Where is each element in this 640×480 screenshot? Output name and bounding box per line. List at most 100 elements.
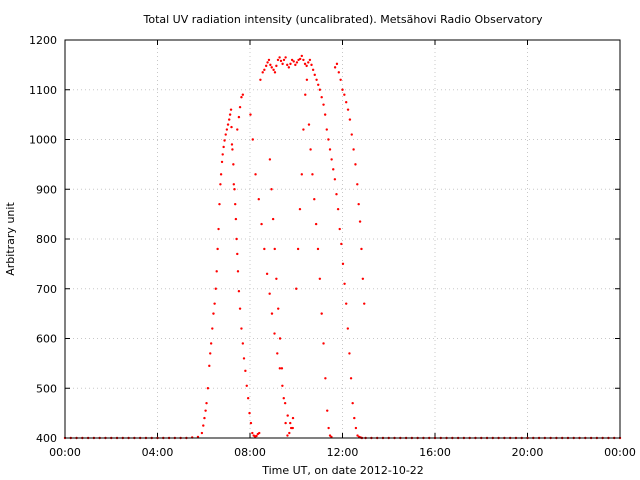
data-point xyxy=(276,352,279,355)
data-point xyxy=(263,247,266,251)
data-point xyxy=(284,56,287,59)
data-point xyxy=(318,277,322,280)
data-point xyxy=(258,431,261,435)
y-tick-label: 500 xyxy=(36,382,57,395)
data-point xyxy=(311,173,314,176)
data-point xyxy=(280,367,284,370)
data-point xyxy=(361,277,365,280)
data-point xyxy=(303,62,307,66)
y-axis-label: Arbitrary unit xyxy=(4,202,17,276)
data-point xyxy=(251,138,254,141)
x-tick-label: 00:00 xyxy=(49,446,81,459)
data-point xyxy=(318,88,322,91)
data-point xyxy=(278,337,282,340)
x-tick-label: 12:00 xyxy=(327,446,359,459)
data-point xyxy=(326,409,329,412)
data-point xyxy=(264,64,268,68)
data-point xyxy=(205,401,208,405)
data-point xyxy=(307,123,311,126)
data-point xyxy=(227,118,231,121)
data-point xyxy=(298,207,302,211)
data-point xyxy=(212,312,215,315)
data-point xyxy=(236,128,239,131)
data-point xyxy=(265,272,269,276)
data-point xyxy=(333,66,337,69)
data-point xyxy=(218,202,221,206)
y-tick-label: 1200 xyxy=(29,34,57,47)
data-point xyxy=(289,421,292,425)
y-tick-label: 400 xyxy=(36,432,57,445)
data-point xyxy=(220,160,224,164)
data-point xyxy=(343,93,346,96)
data-point xyxy=(289,426,293,430)
data-point xyxy=(348,118,352,121)
data-point xyxy=(322,342,325,345)
data-point xyxy=(340,242,343,246)
data-point xyxy=(240,327,243,330)
data-point xyxy=(273,247,276,251)
data-point xyxy=(208,364,211,368)
data-point xyxy=(223,139,226,142)
data-point xyxy=(283,401,287,405)
data-point xyxy=(232,163,235,166)
data-point xyxy=(237,115,241,119)
y-tick-label: 700 xyxy=(36,283,57,296)
data-point xyxy=(353,416,356,420)
data-point xyxy=(338,227,341,231)
data-point xyxy=(352,148,355,151)
data-point xyxy=(286,434,289,437)
data-point xyxy=(308,58,312,62)
data-point xyxy=(335,62,339,66)
data-point xyxy=(221,153,224,156)
data-point xyxy=(216,247,219,251)
y-tick-label: 600 xyxy=(36,333,57,346)
data-point xyxy=(200,431,204,435)
data-point xyxy=(346,327,350,330)
x-tick-label: 20:00 xyxy=(512,446,544,459)
data-point xyxy=(314,222,318,226)
data-point xyxy=(204,409,207,412)
data-point xyxy=(270,188,273,191)
data-point xyxy=(233,188,236,191)
data-point xyxy=(255,434,258,438)
data-point xyxy=(249,113,252,116)
data-point xyxy=(351,401,354,405)
data-point xyxy=(230,125,233,129)
data-point xyxy=(286,63,289,67)
data-point xyxy=(295,287,298,290)
data-point xyxy=(339,78,342,82)
data-point xyxy=(275,277,278,280)
data-point xyxy=(305,64,308,68)
data-point xyxy=(282,58,286,62)
data-point xyxy=(341,88,344,91)
data-point xyxy=(295,61,299,64)
data-point xyxy=(292,60,295,63)
x-tick-label: 16:00 xyxy=(419,446,451,459)
data-point xyxy=(263,68,266,72)
data-point xyxy=(219,173,223,176)
x-tick-label: 08:00 xyxy=(234,446,266,459)
data-point xyxy=(286,414,289,417)
data-point xyxy=(245,384,248,387)
data-point xyxy=(203,416,206,420)
data-point xyxy=(320,312,323,315)
data-point xyxy=(270,312,274,315)
data-point xyxy=(242,357,246,360)
x-tick-label: 00:00 xyxy=(604,446,636,459)
data-point xyxy=(260,222,263,226)
data-point xyxy=(226,123,230,126)
data-point xyxy=(211,327,214,330)
data-point xyxy=(360,247,363,251)
data-point xyxy=(244,369,247,373)
data-point xyxy=(320,96,323,99)
chart-title: Total UV radiation intensity (uncalibrat… xyxy=(143,13,543,26)
data-point xyxy=(358,220,362,223)
data-point xyxy=(238,105,242,109)
data-point xyxy=(261,71,264,74)
plot-frame xyxy=(64,39,621,439)
grid-layer xyxy=(65,40,620,438)
data-point xyxy=(213,302,216,305)
data-point xyxy=(202,424,205,427)
y-tick-label: 1100 xyxy=(29,84,57,97)
